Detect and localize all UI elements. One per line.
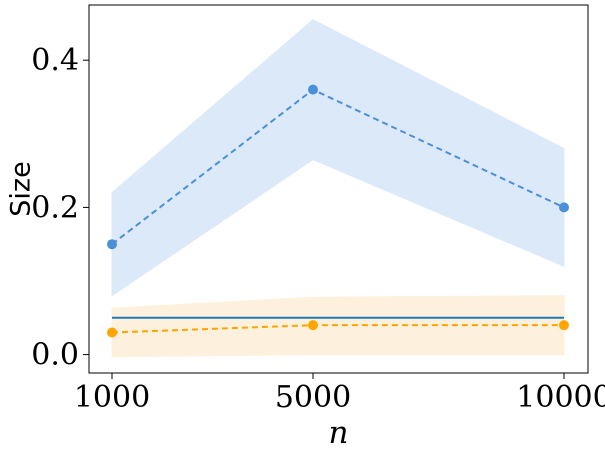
series-2-point [559,320,569,331]
plot-frame [88,4,589,374]
series-1-point [107,239,117,250]
series-1-point [308,84,318,95]
y-axis-label: Size [6,161,37,216]
y-tick-label: 0.2 [31,190,79,225]
series-2-point [107,327,117,338]
y-axis-ticks: 0.0 0.2 0.4 [31,43,89,373]
x-tick-label: 1000 [74,380,150,415]
x-axis-label: n [329,415,349,451]
y-tick-label: 0.0 [31,338,79,373]
confidence-bands [111,19,565,358]
x-tick-label: 5000 [275,380,351,415]
series-2-point [308,320,318,331]
series-1-band [111,19,565,297]
series-markers [107,84,569,338]
x-axis-ticks: 1000 5000 10000 [74,373,605,415]
series-2-band [111,295,565,358]
x-tick-label: 10000 [516,380,605,415]
series-1-point [559,202,569,213]
y-tick-label: 0.4 [31,43,79,78]
